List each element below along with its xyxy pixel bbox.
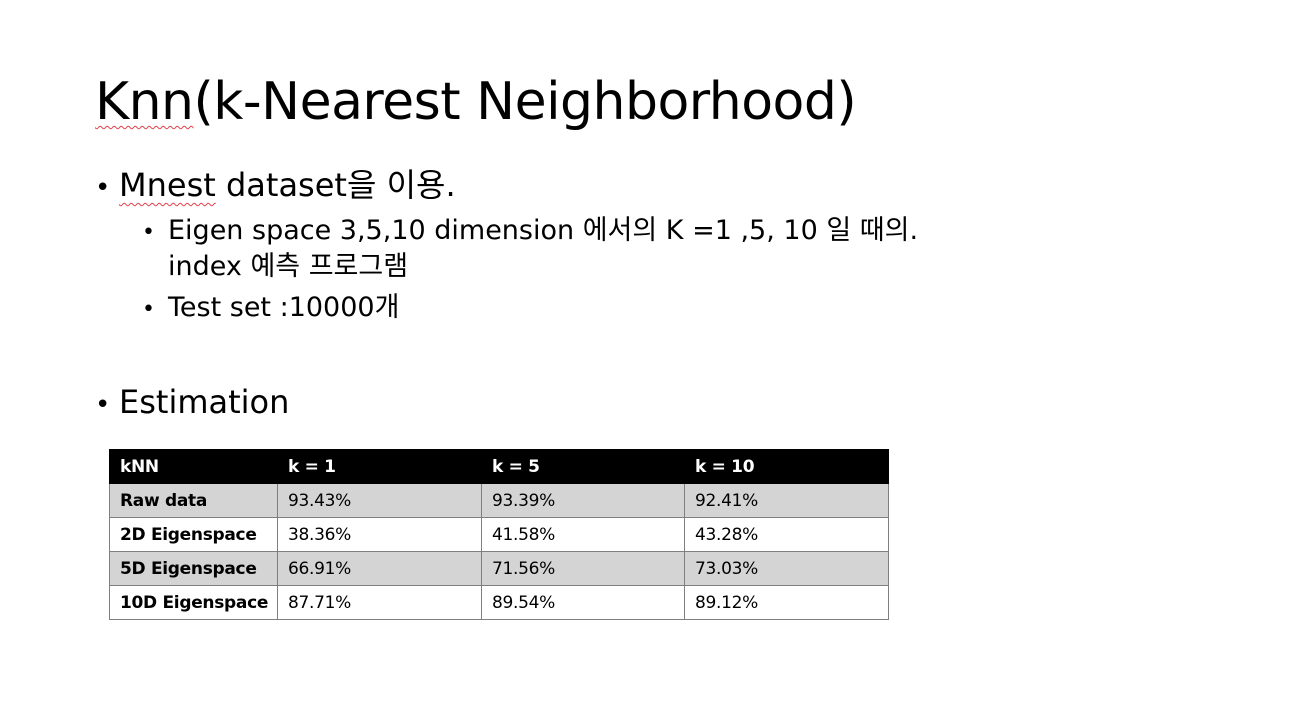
title-knn-word: Knn — [95, 72, 194, 132]
bullet-dot: • — [95, 173, 111, 203]
table-cell: 73.03% — [684, 551, 889, 586]
bullet-dataset-rest: dataset을 이용. — [215, 166, 456, 204]
table-row-label: Raw data — [109, 483, 278, 518]
table-cell: 92.41% — [684, 483, 889, 518]
bullet-estimation: • Estimation — [95, 381, 289, 426]
table-row-label: 5D Eigenspace — [109, 551, 278, 586]
table-cell: 66.91% — [277, 551, 482, 586]
table-row-label: 2D Eigenspace — [109, 517, 278, 552]
table-cell: 71.56% — [481, 551, 685, 586]
sub-bullet-test-set: • Test set :10000개 — [142, 291, 399, 327]
bullet-dataset-name: Mnest — [119, 166, 216, 204]
table-cell: 41.58% — [481, 517, 685, 552]
title-rest: (k-Nearest Neighborhood) — [193, 72, 857, 132]
table-cell: 93.39% — [481, 483, 685, 518]
table-header-cell: kNN — [109, 449, 278, 484]
bullet-dataset: • Mnest dataset을 이용. — [95, 164, 456, 209]
bullet-dot: • — [95, 390, 111, 420]
table-cell: 43.28% — [684, 517, 889, 552]
sub-bullet-test-set-text: Test set :10000개 — [168, 292, 400, 323]
slide-title: Knn(k-Nearest Neighborhood) — [95, 66, 857, 138]
sub-bullet-dot: • — [142, 297, 155, 322]
table-row: Raw data 93.43% 93.39% 92.41% — [109, 483, 889, 518]
bullet-estimation-text: Estimation — [119, 383, 290, 421]
knn-results-table: kNN k = 1 k = 5 k = 10 Raw data 93.43% 9… — [109, 449, 889, 620]
table-cell: 87.71% — [277, 585, 482, 620]
table-row: 5D Eigenspace 66.91% 71.56% 73.03% — [109, 551, 889, 586]
table-header-row: kNN k = 1 k = 5 k = 10 — [109, 449, 889, 484]
sub-bullet-dot: • — [142, 220, 155, 245]
sub-bullet-eigen-line1: Eigen space 3,5,10 dimension 에서의 K =1 ,5… — [168, 215, 919, 246]
table-cell: 89.54% — [481, 585, 685, 620]
table-row-label: 10D Eigenspace — [109, 585, 278, 620]
table-header-cell: k = 10 — [684, 449, 889, 484]
table-header-cell: k = 1 — [277, 449, 482, 484]
table-cell: 89.12% — [684, 585, 889, 620]
table-header-cell: k = 5 — [481, 449, 685, 484]
table-cell: 93.43% — [277, 483, 482, 518]
sub-bullet-eigen-space: • Eigen space 3,5,10 dimension 에서의 K =1 ,… — [142, 214, 918, 284]
table-cell: 38.36% — [277, 517, 482, 552]
table-row: 2D Eigenspace 38.36% 41.58% 43.28% — [109, 517, 889, 552]
table-row: 10D Eigenspace 87.71% 89.54% 89.12% — [109, 585, 889, 620]
sub-bullet-eigen-line2: index 예측 프로그램 — [168, 251, 409, 282]
